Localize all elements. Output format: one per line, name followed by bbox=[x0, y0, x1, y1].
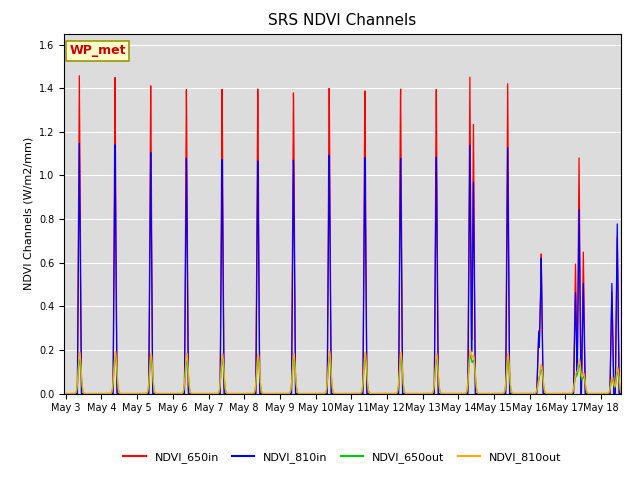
NDVI_650out bbox=[511, 391, 519, 396]
NDVI_650out bbox=[546, 391, 554, 396]
NDVI_650in bbox=[627, 391, 634, 396]
NDVI_810in bbox=[633, 391, 640, 396]
Y-axis label: NDVI Channels (W/m2/mm): NDVI Channels (W/m2/mm) bbox=[23, 137, 33, 290]
NDVI_810in bbox=[546, 391, 554, 396]
NDVI_810in bbox=[475, 391, 483, 396]
NDVI_810in bbox=[511, 391, 519, 396]
NDVI_650out bbox=[467, 352, 474, 358]
NDVI_650out bbox=[424, 391, 432, 396]
NDVI_810out bbox=[627, 391, 634, 396]
Line: NDVI_810out: NDVI_810out bbox=[66, 349, 637, 394]
NDVI_810in bbox=[425, 391, 433, 396]
NDVI_650in bbox=[62, 391, 70, 396]
NDVI_650in bbox=[546, 391, 554, 396]
NDVI_810out bbox=[546, 391, 554, 396]
Text: WP_met: WP_met bbox=[70, 44, 126, 58]
NDVI_650out bbox=[627, 391, 634, 396]
NDVI_810out bbox=[475, 391, 483, 396]
NDVI_650out bbox=[475, 391, 483, 396]
NDVI_810out bbox=[467, 347, 474, 352]
NDVI_810out bbox=[633, 391, 640, 396]
NDVI_650out bbox=[633, 391, 640, 396]
NDVI_810out bbox=[511, 391, 519, 396]
NDVI_810out bbox=[62, 391, 70, 396]
NDVI_810out bbox=[179, 390, 186, 396]
Line: NDVI_650in: NDVI_650in bbox=[66, 76, 637, 394]
NDVI_650in bbox=[76, 73, 83, 79]
NDVI_810in bbox=[62, 391, 70, 396]
NDVI_650in bbox=[425, 391, 433, 396]
NDVI_810in bbox=[179, 391, 187, 396]
Title: SRS NDVI Channels: SRS NDVI Channels bbox=[268, 13, 417, 28]
NDVI_650out bbox=[62, 391, 70, 396]
NDVI_650out bbox=[179, 390, 186, 396]
Legend: NDVI_650in, NDVI_810in, NDVI_650out, NDVI_810out: NDVI_650in, NDVI_810in, NDVI_650out, NDV… bbox=[119, 447, 566, 467]
NDVI_810in bbox=[627, 391, 634, 396]
NDVI_810out bbox=[424, 391, 432, 396]
NDVI_810in bbox=[76, 140, 83, 146]
NDVI_650in bbox=[179, 391, 187, 396]
NDVI_650in bbox=[511, 391, 519, 396]
Line: NDVI_810in: NDVI_810in bbox=[66, 143, 637, 394]
NDVI_650in bbox=[633, 391, 640, 396]
Line: NDVI_650out: NDVI_650out bbox=[66, 355, 637, 394]
NDVI_650in bbox=[475, 391, 483, 396]
